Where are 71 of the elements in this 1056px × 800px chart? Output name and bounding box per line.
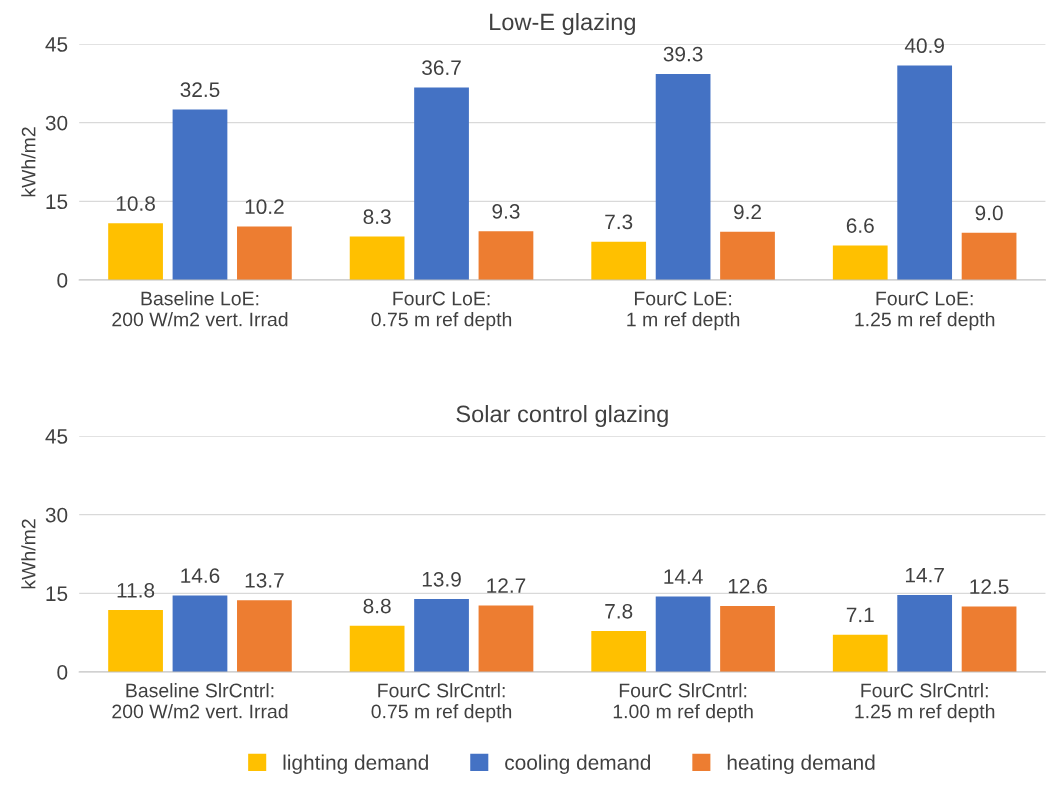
bar	[414, 87, 469, 280]
bar	[172, 109, 228, 280]
bar	[897, 65, 953, 280]
bar	[172, 595, 228, 672]
x-tick-label: FourC SlrCntrl: 1.00 m ref depth	[613, 683, 753, 723]
y-tick-label: 0	[57, 665, 68, 680]
bar	[961, 232, 1017, 280]
bar	[832, 245, 888, 280]
data-label: 12.7	[487, 578, 526, 593]
x-tick-label: FourC SlrCntrl: 0.75 m ref depth	[371, 683, 512, 723]
y-axis-title: kWh/m2	[21, 519, 36, 589]
data-label: 36.7	[422, 60, 461, 76]
y-tick-label: 0	[57, 273, 68, 288]
bar	[655, 596, 711, 672]
data-label: 7.3	[605, 214, 633, 230]
data-label: 8.3	[363, 209, 391, 225]
legend-label: heating demand	[727, 754, 875, 774]
data-label: 32.5	[180, 82, 220, 98]
chart-title: Solar control glazing	[456, 405, 668, 428]
bar	[237, 226, 292, 280]
x-tick-label: Baseline LoE: 200 W/m2 vert. Irrad	[112, 291, 288, 327]
bar	[414, 599, 469, 672]
data-label: 8.8	[363, 598, 391, 614]
data-label: 11.8	[117, 582, 155, 598]
data-label: 6.6	[846, 218, 874, 233]
legend-label: cooling demand	[505, 754, 651, 774]
bar	[478, 231, 534, 280]
bar	[961, 606, 1017, 672]
x-tick-label: FourC LoE: 1 m ref depth	[627, 291, 740, 331]
data-label: 12.6	[728, 578, 767, 594]
data-label: 10.8	[116, 196, 155, 211]
bar	[720, 231, 775, 280]
data-label: 7.1	[846, 607, 874, 623]
x-tick-label: FourC LoE: 1.25 m ref depth	[855, 291, 995, 331]
x-tick-label: FourC SlrCntrl: 1.25 m ref depth	[855, 683, 995, 723]
bar	[897, 594, 953, 672]
data-label: 10.2	[245, 199, 284, 215]
data-label: 39.3	[663, 46, 703, 62]
data-label: 9.3	[492, 204, 520, 219]
data-label: 12.5	[970, 579, 1009, 594]
chart-title: Low-E glazing	[490, 13, 635, 36]
bar	[591, 631, 647, 672]
legend-label: lighting demand	[283, 754, 428, 774]
y-tick-label: 45	[45, 429, 68, 444]
bar	[237, 600, 292, 672]
data-label: 14.4	[664, 569, 703, 584]
bar	[655, 73, 711, 280]
bar	[349, 236, 405, 280]
bar	[108, 610, 163, 672]
bar	[108, 223, 163, 280]
y-tick-label: 15	[46, 586, 68, 602]
data-label: 14.7	[905, 567, 944, 583]
data-label: 9.2	[734, 204, 761, 220]
data-label: 9.0	[975, 205, 1003, 221]
data-label: 13.9	[422, 571, 461, 587]
data-label: 40.9	[904, 38, 944, 54]
y-tick-label: 30	[45, 115, 68, 131]
data-label: 7.8	[605, 603, 633, 619]
y-axis-title: kWh/m2	[21, 127, 36, 197]
bar	[720, 605, 775, 672]
y-tick-label: 30	[45, 507, 68, 523]
x-tick-label: FourC LoE: 0.75 m ref depth	[371, 291, 512, 331]
y-tick-label: 15	[46, 194, 68, 210]
bar	[591, 241, 647, 280]
bar	[478, 605, 534, 672]
data-label: 13.7	[245, 572, 284, 588]
bar	[349, 625, 405, 672]
data-label: 14.6	[181, 568, 220, 583]
bar	[832, 634, 888, 672]
y-tick-label: 45	[45, 37, 68, 52]
x-tick-label: Baseline SlrCntrl: 200 W/m2 vert. Irrad	[112, 683, 288, 719]
